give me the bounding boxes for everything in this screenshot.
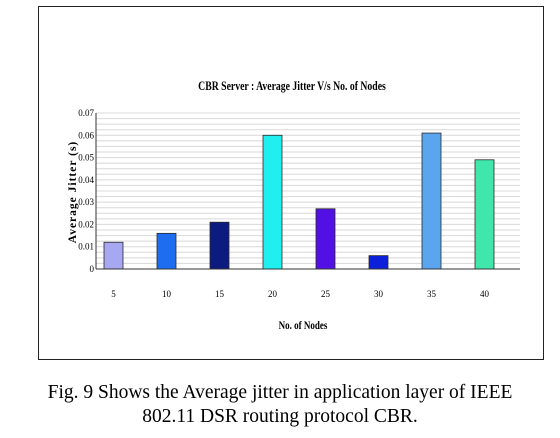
x-tick-label: 30 — [374, 289, 384, 299]
figure-caption: Fig. 9 Shows the Average jitter in appli… — [0, 381, 560, 429]
y-tick-label: 0.05 — [78, 153, 94, 163]
caption-line-1: Fig. 9 Shows the Average jitter in appli… — [47, 382, 513, 403]
bar-10 — [156, 232, 177, 270]
y-axis-ticks: 0 0.01 0.02 0.03 0.04 0.05 0.06 0.07 — [78, 108, 94, 274]
bar-5 — [103, 241, 124, 270]
y-axis-label: Average Jitter (s) — [67, 141, 79, 244]
y-tick-label: 0.02 — [78, 219, 94, 229]
bar-15 — [209, 221, 230, 270]
x-tick-label: 40 — [480, 289, 490, 299]
y-tick-label: 0 — [90, 264, 95, 274]
y-tick-label: 0.03 — [78, 197, 94, 207]
x-axis-label: No. of Nodes — [279, 320, 328, 332]
chart-frame — [38, 6, 544, 360]
bar-35 — [421, 132, 442, 270]
x-tick-label: 10 — [162, 289, 172, 299]
y-tick-label: 0.07 — [78, 108, 94, 118]
bar-30 — [368, 255, 389, 270]
chart-title: CBR Server : Average Jitter V/s No. of N… — [198, 80, 386, 93]
caption-line-2: 802.11 DSR routing protocol CBR. — [142, 406, 418, 427]
y-tick-label: 0.04 — [78, 175, 94, 185]
bar-25 — [315, 208, 336, 270]
x-tick-label: 5 — [111, 289, 116, 299]
x-tick-label: 20 — [268, 289, 278, 299]
bar-20 — [262, 134, 283, 270]
bar-40 — [474, 159, 495, 270]
y-tick-label: 0.06 — [78, 130, 94, 140]
x-tick-label: 35 — [427, 289, 437, 299]
chart-bars — [103, 132, 495, 270]
x-tick-label: 15 — [215, 289, 225, 299]
x-axis-ticks: 5 10 15 20 25 30 35 40 — [111, 289, 489, 299]
x-tick-label: 25 — [321, 289, 331, 299]
bar-chart: CBR Server : Average Jitter V/s No. of N… — [67, 80, 520, 332]
y-tick-label: 0.01 — [78, 242, 94, 252]
